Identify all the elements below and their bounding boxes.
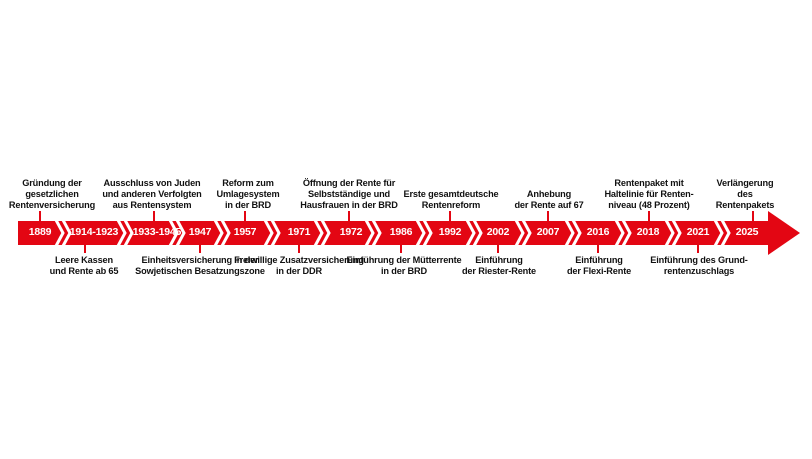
tick-2025 [752,211,754,221]
event-label-2021: Einführung des Grund- rentenzuschlags [650,255,748,276]
event-label-1889: Gründung der gesetzlichen Rentenversiche… [8,178,96,210]
chevron-separator-icons [54,219,731,247]
tick-1889 [39,211,41,221]
tick-2021 [697,245,699,253]
timeline-ribbon [18,211,800,255]
year-label-2018: 2018 [636,226,660,238]
year-label-1971: 1971 [287,226,311,238]
tick-2016 [597,245,599,253]
year-label-2016: 2016 [586,226,610,238]
event-label-1933-1945: Ausschluss von Juden und anderen Verfolg… [102,178,202,210]
tick-1972 [348,211,350,221]
arrowhead-icon [768,211,800,255]
tick-1933-1945 [153,211,155,221]
tick-1992 [449,211,451,221]
event-label-2025: Verlängerung des Rentenpakets [715,178,775,210]
tick-1914-1923 [84,245,86,253]
timeline-bar [18,221,770,245]
year-label-1972: 1972 [339,226,363,238]
tick-1947 [199,245,201,253]
event-label-1971: Freiwillige Zusatzversicherung in der DD… [234,255,364,276]
tick-2002 [497,245,499,253]
year-label-2007: 2007 [536,226,560,238]
year-label-1933-1945: 1933-1945 [132,226,182,238]
tick-1971 [298,245,300,253]
year-label-1992: 1992 [438,226,462,238]
event-label-2016: Einführung der Flexi-Rente [566,255,632,276]
event-label-1986: Einführung der Mütterrente in der BRD [346,255,462,276]
tick-1986 [400,245,402,253]
event-label-1992: Erste gesamtdeutsche Rentenreform [403,189,499,210]
year-label-2002: 2002 [486,226,510,238]
year-label-1957: 1957 [233,226,257,238]
event-label-1957: Reform zum Umlagesystem in der BRD [216,178,280,210]
event-label-2002: Einführung der Riester-Rente [461,255,537,276]
event-label-2007: Anhebung der Rente auf 67 [514,189,584,210]
event-label-2018: Rentenpaket mit Haltelinie für Renten- n… [604,178,694,210]
event-label-1914-1923: Leere Kassen und Rente ab 65 [49,255,119,276]
year-label-2025: 2025 [735,226,759,238]
year-label-1947: 1947 [188,226,212,238]
tick-2018 [648,211,650,221]
tick-2007 [547,211,549,221]
event-label-1947: Einheitsversicherung in der Sowjetischen… [135,255,265,276]
event-label-1972: Öffnung der Rente für Selbstständige und… [300,178,398,210]
year-label-1889: 1889 [28,226,52,238]
year-label-2021: 2021 [686,226,710,238]
year-label-1914-1923: 1914-1923 [69,226,119,238]
year-label-1986: 1986 [389,226,413,238]
tick-1957 [244,211,246,221]
